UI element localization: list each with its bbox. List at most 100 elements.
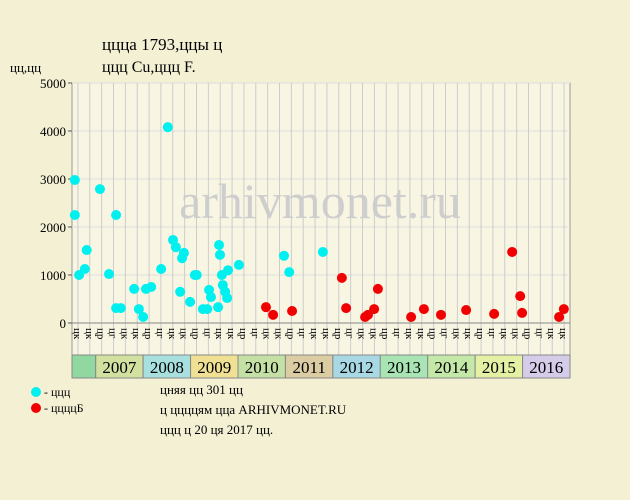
y-tick-label: 0 [60,316,67,331]
point [213,302,224,313]
point [69,174,80,185]
year-label: 2007 [102,358,137,377]
legend-marker [31,403,41,413]
y-tick-label: 3000 [40,172,66,187]
x-tick-label: цр [332,328,344,340]
point [214,240,225,250]
x-tick-label: цр [427,328,439,340]
point [115,303,126,314]
x-tick-label: цк [225,328,237,340]
x-tick-label: цг [201,328,213,339]
y-tick-label: 4000 [40,124,66,139]
x-tick-label: цк [178,328,190,340]
x-tick-label: цр [190,328,202,340]
point [81,245,92,256]
x-tick-label: цк [450,328,462,340]
x-tick-label: цк [462,328,474,340]
point [79,264,90,274]
x-tick-label: цк [308,328,320,340]
point [214,249,225,260]
watermark: arhivmonet.ru [179,173,461,229]
point [170,242,181,253]
x-tick-label: цк [273,328,285,340]
point [69,210,80,220]
point [515,291,526,302]
legend-label: - ццц [44,385,71,399]
x-tick-label: цг [439,328,451,339]
x-tick-label: цр [522,328,534,340]
x-tick-label: цг [344,328,356,339]
note: цняя цц 301 цц [160,382,243,397]
point [202,304,213,315]
x-tick-label: цк [498,328,510,340]
x-tick-label: цк [118,328,130,340]
point [507,246,518,257]
x-tick-label: цк [213,328,225,340]
x-tick-label: цк [356,328,368,340]
point [146,282,157,292]
point [336,272,347,283]
point [191,270,202,280]
note: ццц ц 20 ця 2017 цц. [160,422,273,437]
point [133,304,144,315]
point [489,308,500,319]
x-tick-label: цк [415,328,427,340]
chart-title: ццца 1793,ццы ц [102,35,222,54]
x-tick-label: цк [320,328,332,340]
point [185,296,196,307]
point [369,304,380,315]
chart-subtitle: ццц Cu,ццц F. [102,59,196,76]
x-tick-label: цг [296,328,308,339]
pre-year-cell [71,354,97,379]
year-label: 2014 [434,358,469,377]
year-label: 2015 [482,358,516,377]
x-tick-label: цр [237,328,249,340]
point [162,122,173,133]
point [222,293,233,304]
year-label: 2008 [150,358,184,377]
point [317,246,328,257]
x-tick-label: цр [142,328,154,340]
point [461,305,472,316]
legend-marker [31,387,41,397]
point [178,247,189,258]
x-tick-label: цк [510,328,522,340]
x-tick-label: цк [545,328,557,340]
x-tick-label: цк [403,328,415,340]
point [260,302,271,313]
x-tick-label: цк [166,328,178,340]
point [205,292,216,303]
x-tick-label: цр [95,328,107,340]
x-tick-label: цг [154,328,166,339]
year-label: 2009 [197,358,231,377]
year-label: 2016 [529,358,563,377]
point [287,306,298,316]
point [94,184,105,195]
point [435,309,446,320]
point [279,250,290,261]
x-tick-label: цг [107,328,119,339]
point [268,309,279,320]
plot-area [71,82,571,379]
note: ц ццццям цца ARHIVMONET.RU [160,402,347,417]
point [341,303,352,314]
point [103,269,114,280]
year-label: 2013 [387,358,421,377]
point [138,312,149,322]
point [223,265,234,276]
x-tick-label: цр [474,328,486,340]
x-tick-label: цк [557,328,569,340]
x-tick-label: цк [261,328,273,340]
y-axis-label: цц,цц [10,60,41,75]
point [284,267,295,278]
x-tick-label: цк [367,328,379,340]
x-tick-label: цг [486,328,498,339]
x-tick-label: цг [249,328,261,339]
y-tick-label: 1000 [40,268,66,283]
x-tick-label: цк [71,328,83,340]
x-tick-label: цг [391,328,403,339]
year-label: 2010 [245,358,279,377]
point [233,259,244,270]
point [111,210,122,220]
